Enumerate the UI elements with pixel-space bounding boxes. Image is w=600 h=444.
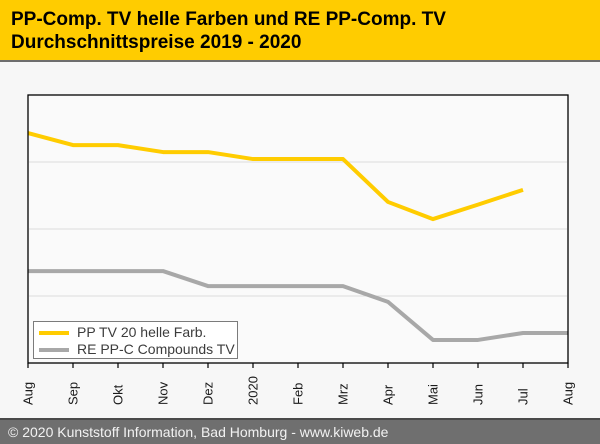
legend-label: PP TV 20 helle Farb.	[77, 324, 207, 340]
x-axis-label: Mrz	[336, 383, 351, 405]
x-axis-label: Apr	[381, 384, 396, 405]
x-axis-label: Mai	[426, 384, 441, 405]
x-axis-label: Aug	[21, 382, 36, 405]
x-axis-label: 2020	[246, 376, 261, 405]
x-axis-label: Dez	[201, 382, 216, 405]
legend-label: RE PP-C Compounds TV	[77, 341, 235, 357]
x-axis-label: Jul	[516, 388, 531, 405]
page-title-line-1: PP-Comp. TV helle Farben und RE PP-Comp.…	[11, 9, 446, 30]
x-axis-label: Sep	[66, 382, 81, 405]
title-separator	[0, 60, 600, 62]
page-title-line-2: Durchschnittspreise 2019 - 2020	[11, 32, 302, 53]
footer-text: © 2020 Kunststoff Information, Bad Hombu…	[8, 424, 389, 440]
series-line-1	[28, 269, 568, 342]
gray-line-swatch-icon	[39, 347, 69, 352]
title-bar: PP-Comp. TV helle Farben und RE PP-Comp.…	[0, 0, 600, 60]
yellow-line-swatch-icon	[39, 330, 69, 335]
x-axis-label: Jun	[471, 384, 486, 405]
legend-item-pp-tv: PP TV 20 helle Farb.	[39, 324, 237, 341]
chart-legend: PP TV 20 helle Farb. RE PP-C Compounds T…	[33, 321, 238, 359]
x-axis-label: Feb	[291, 383, 306, 405]
x-axis-label: Okt	[111, 384, 126, 405]
footer-bar: © 2020 Kunststoff Information, Bad Hombu…	[0, 418, 600, 444]
x-axis-label: Nov	[156, 381, 171, 405]
series-line-0	[27, 131, 524, 222]
legend-item-re-ppc: RE PP-C Compounds TV	[39, 341, 237, 358]
x-axis-label: Aug	[561, 382, 576, 405]
price-line-chart: Aug Sep Okt Nov Dez 2020 Feb Mrz Apr Mai Jun Jul Aug	[21, 94, 576, 405]
